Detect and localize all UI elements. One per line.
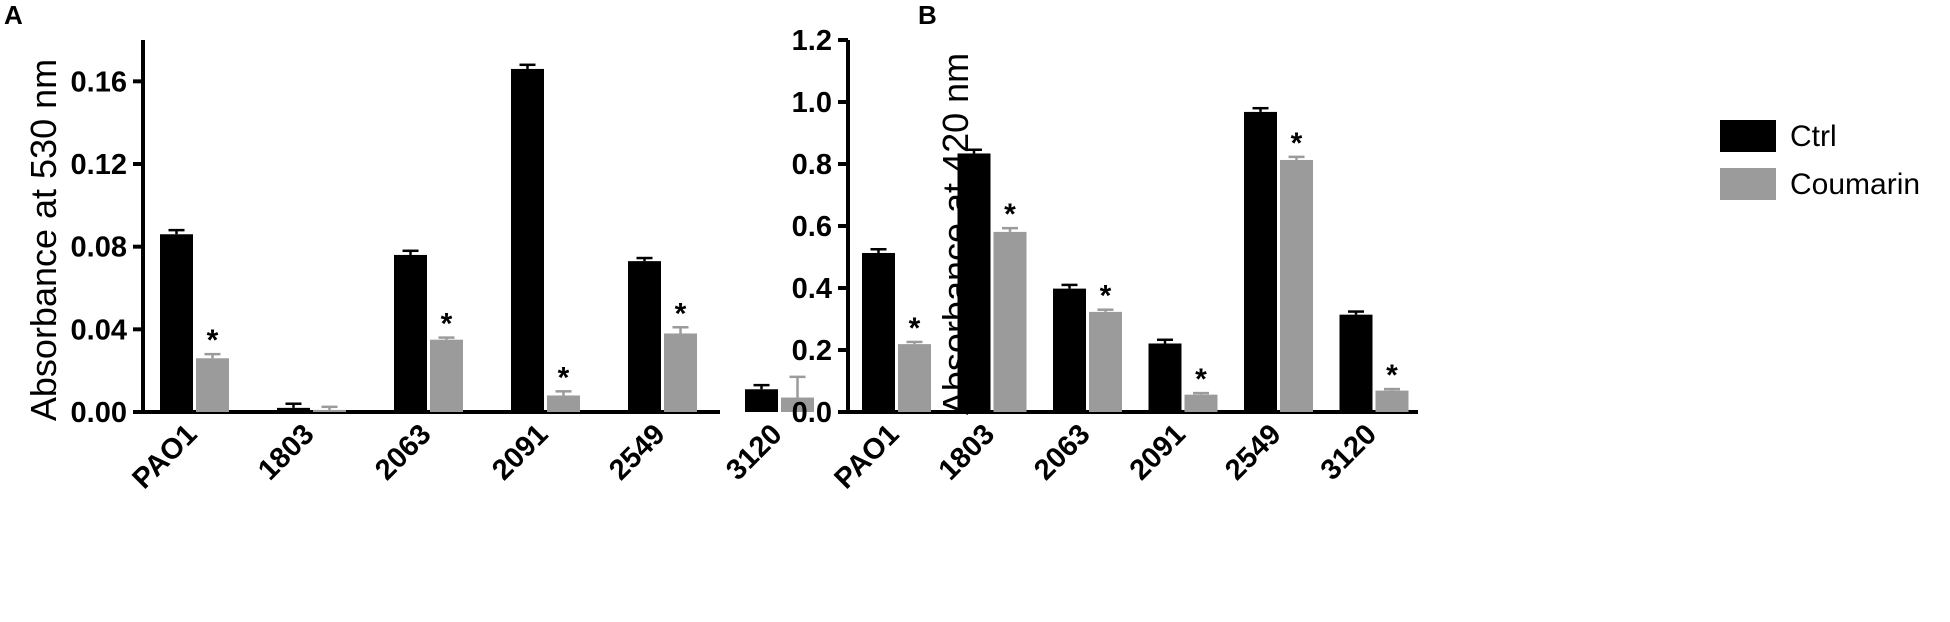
- bar-coumarin-3120: [1375, 390, 1409, 412]
- bar-ctrl-pao1: [160, 234, 193, 412]
- x-tick-label: PAO1: [126, 418, 203, 495]
- x-tick-label: 1803: [933, 418, 1001, 486]
- bar-coumarin-pao1: [196, 358, 229, 412]
- significance-marker: *: [909, 312, 921, 345]
- bar-ctrl-2549: [1244, 111, 1277, 413]
- significance-marker: *: [1386, 359, 1398, 392]
- y-tick-label: 1.0: [792, 87, 832, 119]
- legend-label-coumarin: Coumarin: [1790, 168, 1920, 201]
- bar-coumarin-1803: [313, 409, 346, 412]
- panel-letter-a: A: [4, 0, 23, 30]
- y-axis-label-a: Absorbance at 530 nm: [23, 59, 64, 421]
- bar-ctrl-2063: [1053, 288, 1086, 412]
- y-tick-label: 0.4: [792, 273, 832, 305]
- panel-a: A Absorbance at 530 nm 0.00 0.04 0.08 0.12 0…: [4, 0, 814, 495]
- y-tick-label: 0.00: [71, 397, 127, 429]
- panel-b: B Absorbance at 420 nm 0.00.20.40.60.81.…: [792, 0, 1418, 495]
- bar-ctrl-pao1: [862, 252, 895, 412]
- bar-coumarin-2549: [664, 333, 697, 412]
- legend-label-ctrl: Ctrl: [1790, 120, 1837, 153]
- bar-coumarin-pao1: [898, 344, 931, 412]
- y-tick-label: 0.16: [71, 66, 127, 98]
- legend-swatch-ctrl: [1720, 120, 1776, 152]
- x-tick-label: 2549: [603, 418, 671, 486]
- x-tick-label: PAO1: [828, 418, 905, 495]
- x-tick-label: 2091: [1124, 418, 1192, 486]
- significance-marker: *: [441, 308, 453, 341]
- y-tick-label: 1.2: [792, 25, 832, 57]
- significance-marker: *: [1004, 198, 1016, 231]
- significance-marker: *: [1100, 280, 1112, 313]
- y-tick-label: 0.12: [71, 149, 127, 181]
- x-tick-label: 2091: [486, 418, 554, 486]
- x-tick-label: 2063: [1028, 418, 1096, 486]
- y-tick-label: 0.6: [792, 211, 832, 243]
- y-tick-label: 0.08: [71, 232, 127, 264]
- significance-marker: *: [675, 297, 687, 330]
- bar-coumarin-2091: [1184, 394, 1218, 412]
- panel-letter-b: B: [918, 0, 937, 30]
- bar-coumarin-2063: [1089, 311, 1122, 412]
- y-tick-label: 0.2: [792, 335, 832, 367]
- bar-coumarin-2091: [547, 395, 580, 412]
- y-tick-label: 0.8: [792, 149, 832, 181]
- legend: Ctrl Coumarin: [1720, 120, 1920, 201]
- bar-coumarin-1803: [993, 231, 1027, 412]
- x-tick-label: 2549: [1219, 418, 1287, 486]
- y-tick-label: 0.0: [792, 397, 832, 429]
- bar-ctrl-2063: [394, 254, 427, 412]
- bar-coumarin-2549: [1280, 159, 1313, 412]
- x-tick-label: 1803: [252, 418, 320, 486]
- x-tick-label: 3120: [720, 418, 788, 486]
- bar-ctrl-1803: [957, 153, 991, 412]
- bar-ctrl-3120: [1339, 314, 1373, 412]
- bar-ctrl-1803: [277, 407, 310, 412]
- bar-coumarin-3120: [781, 397, 814, 412]
- significance-marker: *: [1291, 127, 1303, 160]
- bar-ctrl-2091: [1148, 343, 1182, 412]
- bar-ctrl-2091: [511, 68, 544, 412]
- bar-ctrl-2549: [628, 261, 661, 412]
- bar-ctrl-3120: [745, 389, 778, 412]
- x-tick-label: 2063: [369, 418, 437, 486]
- bar-coumarin-2063: [430, 339, 463, 412]
- y-tick-label: 0.04: [71, 314, 127, 346]
- legend-swatch-coumarin: [1720, 168, 1776, 200]
- significance-marker: *: [207, 324, 219, 357]
- significance-marker: *: [558, 361, 570, 394]
- significance-marker: *: [1195, 363, 1207, 396]
- x-tick-label: 3120: [1315, 418, 1383, 486]
